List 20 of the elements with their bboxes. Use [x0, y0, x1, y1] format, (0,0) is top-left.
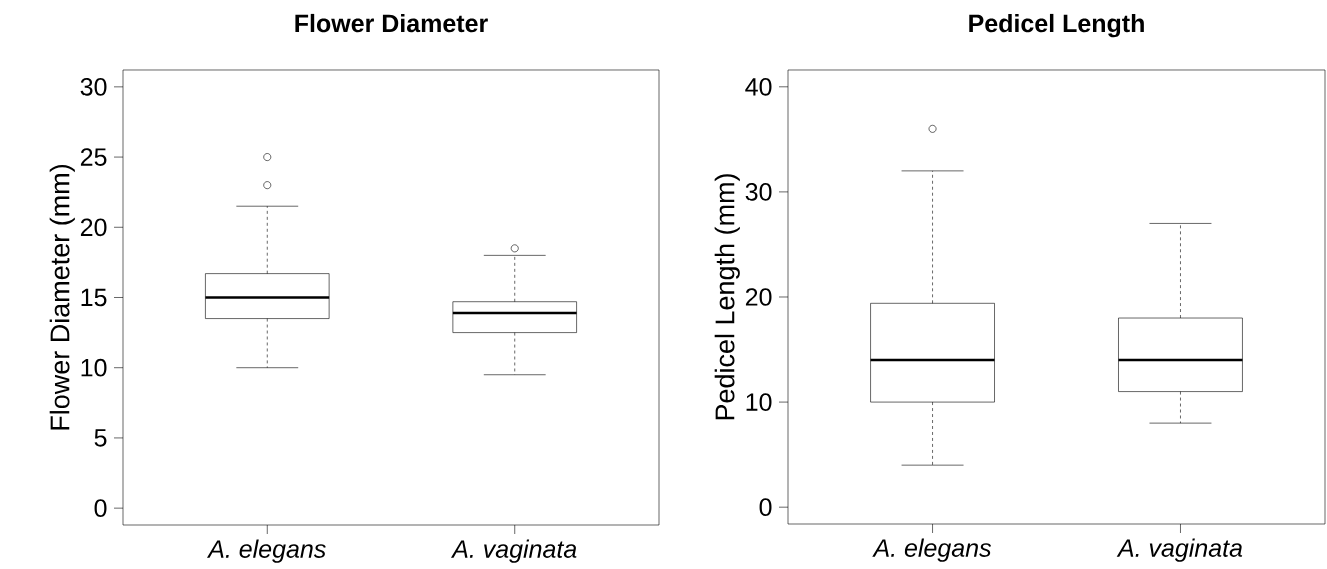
y-tick-label: 20 [745, 288, 772, 306]
x-tick-label: A. vaginata [450, 539, 577, 563]
y-tick-label: 0 [759, 498, 772, 517]
x-tick-label: A. vaginata [1116, 538, 1243, 562]
y-tick-label: 10 [81, 358, 107, 377]
y-tick-label: 40 [745, 77, 772, 96]
y-tick-label: 20 [80, 218, 107, 237]
chart-title: Flower Diameter [295, 13, 488, 33]
y-tick-label: 30 [745, 183, 772, 201]
y-tick-label: 15 [81, 288, 107, 307]
y-axis-title: Pedicel Length (mm) [714, 174, 740, 420]
y-tick-label: 25 [80, 148, 107, 166]
y-axis-title: Flower Diameter (mm) [49, 164, 75, 430]
chart-title: Pedicel Length [969, 13, 1144, 38]
y-tick-label: 10 [746, 393, 772, 411]
y-tick-label: 5 [94, 429, 107, 447]
y-tick-label: 0 [94, 499, 107, 517]
x-tick-label: A. elegans [206, 539, 326, 563]
x-tick-label: A. elegans [872, 538, 992, 562]
y-tick-label: 30 [80, 78, 107, 96]
